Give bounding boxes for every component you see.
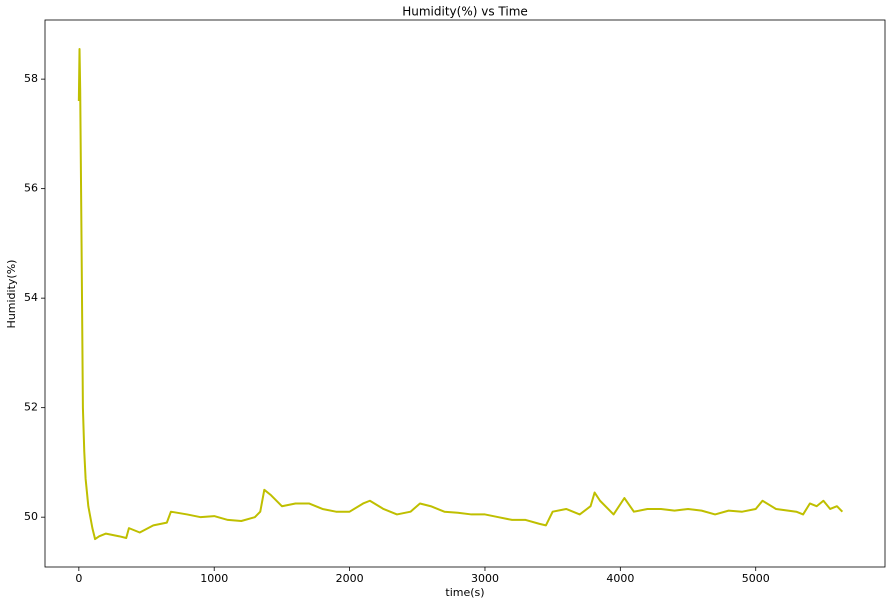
x-tick-label: 4000 [606, 572, 634, 585]
x-tick-label: 5000 [742, 572, 770, 585]
y-tick-label: 50 [24, 510, 38, 523]
plot-frame [44, 19, 886, 568]
x-tick-label: 3000 [471, 572, 499, 585]
y-axis-label: Humidity(%) [5, 260, 18, 329]
x-tick-label: 2000 [336, 572, 364, 585]
x-tick-label: 1000 [200, 572, 228, 585]
line [77, 48, 844, 541]
y-tick-label: 54 [24, 291, 38, 304]
y-tick-label: 58 [24, 72, 38, 85]
chart-title: Humidity(%) vs Time [402, 5, 528, 19]
y-tick-label: 56 [24, 182, 38, 195]
x-tick-label: 0 [75, 572, 82, 585]
x-axis-label: time(s) [445, 586, 484, 599]
y-tick-label: 52 [24, 401, 38, 414]
